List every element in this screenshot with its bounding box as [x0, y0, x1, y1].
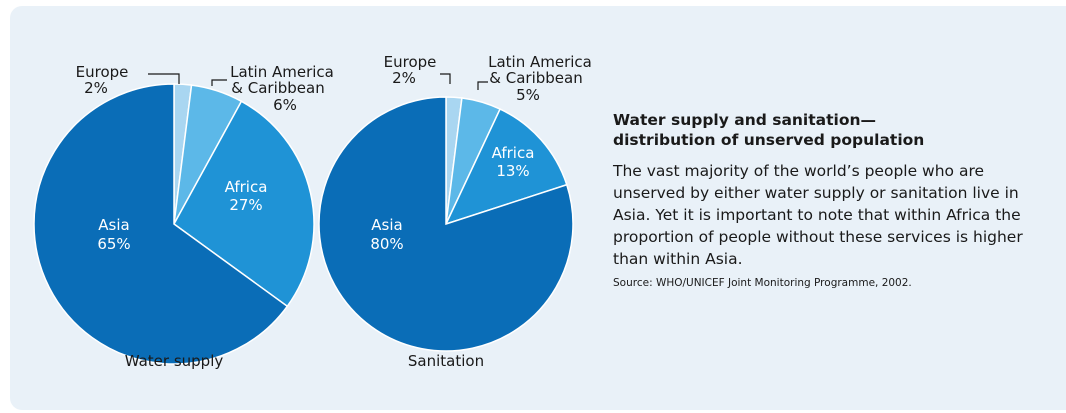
- label-latin-water: Latin America: [230, 63, 334, 81]
- label-latin-line2-sanitation: & Caribbean: [489, 69, 582, 87]
- leader-europe-water: [148, 73, 180, 84]
- label-africa-water: Africa: [225, 178, 268, 196]
- label-europe-water: Europe: [76, 63, 129, 81]
- label-africa-pct-sanitation: 13%: [496, 162, 529, 180]
- source-note: Source: WHO/UNICEF Joint Monitoring Prog…: [613, 277, 912, 289]
- label-asia-sanitation: Asia: [371, 216, 402, 234]
- label-latin-pct-water: 6%: [273, 96, 297, 114]
- chart-title-sanitation: Sanitation: [408, 352, 484, 370]
- leader-latin-water: [211, 79, 227, 86]
- label-europe-pct-sanitation: 2%: [392, 69, 416, 87]
- chart-title-water: Water supply: [125, 352, 224, 370]
- label-latin-line2-water: & Caribbean: [231, 79, 324, 97]
- label-africa-sanitation: Africa: [492, 144, 535, 162]
- description-panel: Water supply and sanitation— distributio…: [613, 110, 1053, 290]
- pie-slice-africa-sanitation: [444, 108, 568, 226]
- label-europe-sanitation: Europe: [384, 53, 437, 71]
- label-asia-water: Asia: [98, 216, 129, 234]
- leader-latin-sanitation: [477, 81, 488, 90]
- description-text: The vast majority of the world’s people …: [613, 162, 1023, 268]
- leader-europe-sanitation: [440, 73, 451, 84]
- label-latin-sanitation: Latin America: [488, 53, 592, 71]
- label-asia-pct-water: 65%: [97, 235, 130, 253]
- pie-slice-africa-water: [173, 100, 315, 308]
- label-africa-pct-water: 27%: [229, 196, 262, 214]
- figure-title: Water supply and sanitation— distributio…: [613, 111, 925, 149]
- pie-slice-asia-water: [33, 83, 289, 365]
- label-latin-pct-sanitation: 5%: [516, 86, 540, 104]
- label-europe-pct-water: 2%: [84, 79, 108, 97]
- label-asia-pct-sanitation: 80%: [370, 235, 403, 253]
- pie-slice-asia-sanitation: [318, 96, 574, 352]
